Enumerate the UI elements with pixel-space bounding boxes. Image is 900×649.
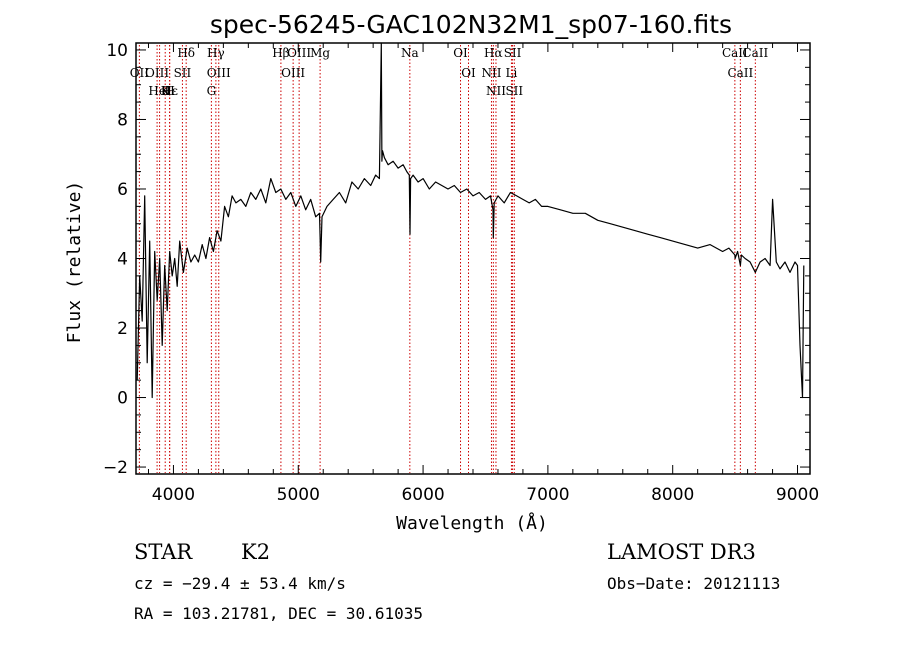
line-marker-label: Hε (161, 84, 178, 98)
line-marker-label: Hγ (207, 46, 225, 60)
chart-title: spec-56245-GAC102N32M1_sp07-160.fits (210, 10, 732, 39)
x-axis-label: Wavelength (Å) (396, 512, 548, 534)
y-tick-label: 10 (106, 41, 128, 61)
line-marker-label: G (207, 84, 217, 98)
line-markers (138, 45, 756, 473)
line-marker-label: OIII (207, 66, 231, 80)
x-tick-label: 9000 (776, 485, 819, 505)
line-marker-label: NII (486, 84, 506, 98)
line-marker-label: Na (401, 46, 419, 60)
y-tick-label: 4 (117, 250, 128, 270)
x-tick-label: 8000 (651, 485, 694, 505)
y-tick-label: 6 (117, 180, 128, 200)
line-marker-label: Li (506, 66, 518, 80)
obs-date: Obs−Date: 20121113 (607, 574, 780, 593)
x-tick-label: 5000 (277, 485, 320, 505)
y-tick-label: 0 (117, 389, 128, 409)
y-tick-label: −2 (103, 458, 128, 478)
y-axis-label: Flux (relative) (64, 181, 85, 344)
line-marker-label: Hβ (272, 46, 289, 60)
redshift-text: cz = −29.4 ± 53.4 km/s (134, 574, 346, 593)
line-marker-label: OIII (287, 46, 311, 60)
line-marker-label: CaII (742, 46, 768, 60)
line-marker-label: H (164, 84, 174, 98)
line-marker-label: NII (481, 66, 501, 80)
object-class: STAR (134, 540, 193, 564)
line-marker-label: OIII (281, 66, 305, 80)
line-marker-label: SII (505, 84, 523, 98)
spectrum-line (136, 42, 805, 399)
y-axis-ticks: −2 0 2 4 6 8 10 (103, 41, 810, 478)
subclass: K2 (241, 540, 270, 564)
x-tick-label: 7000 (526, 485, 569, 505)
y-tick-label: 2 (117, 319, 128, 339)
line-marker-label: OII (130, 66, 150, 80)
x-tick-label: 4000 (152, 485, 195, 505)
y-tick-label: 8 (117, 110, 128, 130)
line-marker-label: Mg (310, 46, 330, 60)
line-marker-label: HeI (148, 84, 171, 98)
line-marker-label: OI (453, 46, 468, 60)
line-marker-label: SII (174, 66, 192, 80)
line-marker-label: SII (504, 46, 522, 60)
survey-name: LAMOST DR3 (607, 540, 756, 564)
x-axis-ticks: 4000 5000 6000 7000 8000 9000 (147, 43, 819, 505)
plot-frame (135, 42, 811, 475)
line-marker-label: OI (461, 66, 476, 80)
line-marker-label: Hα (484, 46, 503, 60)
line-marker-label: K (161, 84, 171, 98)
line-marker-label: CaII (722, 46, 748, 60)
coordinates: RA = 103.21781, DEC = 30.61035 (134, 604, 423, 623)
line-marker-label: OIII (145, 66, 169, 80)
line-marker-label: Hδ (177, 46, 195, 60)
x-tick-label: 6000 (401, 485, 444, 505)
line-marker-label: CaII (727, 66, 753, 80)
